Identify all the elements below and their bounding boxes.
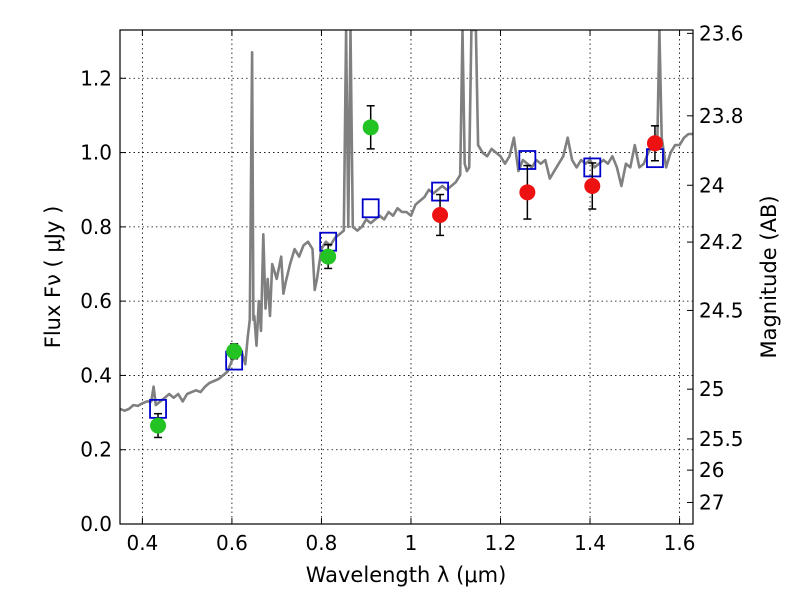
y2-tick-label: 23.8 (699, 104, 744, 128)
y-tick-label: 0.4 (80, 363, 112, 387)
plot-frame (119, 29, 694, 525)
y2-axis-label: Magnitude (AB) (757, 195, 781, 358)
y2-tick-label: 26 (699, 458, 724, 482)
plot-area (120, 30, 693, 413)
x-tick-label: 0.8 (306, 531, 338, 555)
y2-tick-label: 27 (699, 490, 724, 514)
observed-nir-point (519, 184, 536, 201)
x-tick-label: 1.4 (574, 531, 606, 555)
observed-nir-point (584, 178, 601, 194)
x-tick-label: 0.4 (126, 531, 158, 555)
x-tick-label: 1.6 (664, 531, 696, 555)
y2-tick-label: 24 (699, 173, 724, 197)
x-tick-label: 1.2 (485, 531, 517, 555)
y-tick-label: 0.8 (80, 215, 112, 239)
markers (149, 105, 664, 439)
y-tick-label: 1.2 (80, 66, 112, 90)
observed-nir-point (646, 135, 663, 152)
y-tick-label: 0.6 (80, 289, 112, 313)
observed-nir-point (432, 206, 449, 223)
grid (120, 30, 693, 525)
y2-tick-label: 24.2 (699, 230, 744, 254)
y-tick-label: 1.0 (80, 141, 112, 165)
y-axis-label: Flux Fν ( μJy ) (41, 206, 65, 349)
synthetic-photometry-square (361, 198, 380, 219)
observed-optical-point (362, 119, 379, 136)
y-tick-label: 0.0 (80, 512, 112, 536)
x-tick-label: 0.6 (216, 531, 248, 555)
ticks: 0.4 0.6 0.8 1 1.2 1.4 1.6 0.0 0.2 0.4 0.6 0.8 1.0 1.2… (80, 21, 743, 555)
x-tick-label: 1 (405, 531, 418, 555)
model-spectrum-line (120, 30, 693, 413)
y2-tick-label: 24.5 (699, 298, 744, 322)
x-axis-label: Wavelength λ (μm) (306, 563, 507, 587)
observed-optical-point (226, 343, 243, 360)
y2-tick-label: 23.6 (699, 21, 744, 45)
y-tick-label: 0.2 (80, 438, 112, 462)
y2-tick-label: 25 (699, 377, 724, 401)
observed-optical-point (150, 417, 167, 434)
observed-optical-point (320, 248, 337, 265)
y2-tick-label: 25.5 (699, 427, 744, 451)
